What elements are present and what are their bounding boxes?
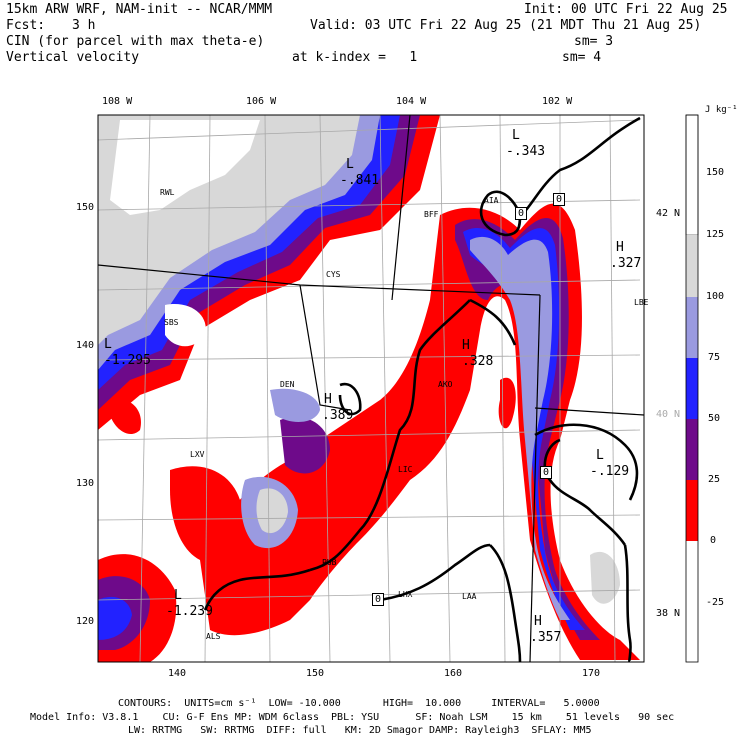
y-tick-130: 130 xyxy=(76,478,95,489)
station-label: SBS xyxy=(164,318,179,327)
state-lines xyxy=(98,115,644,662)
top-tick-106w: 106 W xyxy=(246,96,277,107)
footer-contours: CONTOURS: UNITS=cm s⁻¹ LOW= -10.000 HIGH… xyxy=(118,698,600,709)
right-tick-38n: 38 N xyxy=(656,608,681,619)
colorbar-neg25: -25 xyxy=(706,597,725,608)
top-tick-102w: 102 W xyxy=(542,96,573,107)
contour-label-zero: 0 xyxy=(515,207,528,220)
contour-label-zero: 0 xyxy=(553,193,566,206)
header-fcst-label: Fcst: xyxy=(6,18,46,33)
hl-value: -.129 xyxy=(590,464,630,479)
footer-model-info: Model Info: V3.8.1 CU: G-F Ens MP: WDM 6… xyxy=(30,712,675,723)
colorbar-50: 50 xyxy=(708,413,721,424)
top-tick-108w: 108 W xyxy=(102,96,133,107)
y-tick-140: 140 xyxy=(76,340,95,351)
colorbar-125: 125 xyxy=(706,229,725,240)
hl-letter: L xyxy=(512,128,520,143)
hl-value: -1.239 xyxy=(166,604,213,619)
station-label: LIC xyxy=(398,465,413,474)
station-label: LBE xyxy=(634,298,649,307)
hl-letter: H xyxy=(616,240,624,255)
hl-value: -.841 xyxy=(340,173,380,188)
station-label: ALS xyxy=(206,632,221,641)
colorbar-75: 75 xyxy=(708,352,721,363)
x-tick-170: 170 xyxy=(582,668,601,679)
hl-letter: H xyxy=(462,338,470,353)
hl-letter: L xyxy=(596,448,604,463)
station-label: AKO xyxy=(438,380,453,389)
header-field2: Vertical velocity xyxy=(6,50,140,65)
header-init: Init: 00 UTC Fri 22 Aug 25 xyxy=(524,2,728,17)
station-label: RWL xyxy=(160,188,175,197)
station-label: AIA xyxy=(484,196,499,205)
station-label: PUB xyxy=(322,558,337,567)
hl-value: .389 xyxy=(322,408,354,423)
header-sm1: sm= 3 xyxy=(574,34,614,49)
vv-contours xyxy=(203,116,641,662)
header-field1: CIN (for parcel with max theta-e) xyxy=(6,34,265,49)
hl-value: -.343 xyxy=(506,144,546,159)
station-label: CYS xyxy=(326,270,341,279)
colorbar-150: 150 xyxy=(706,167,725,178)
colorbar-unit: J kg⁻¹ xyxy=(705,105,738,115)
station-label: LXV xyxy=(190,450,205,459)
colorbar-100: 100 xyxy=(706,291,725,302)
hl-value: -1.295 xyxy=(104,353,151,368)
x-tick-160: 160 xyxy=(444,668,463,679)
header-model: 15km ARW WRF, NAM-init -- NCAR/MMM xyxy=(6,2,273,17)
station-label: BFF xyxy=(424,210,439,219)
hl-letter: L xyxy=(174,588,182,603)
hl-value: .328 xyxy=(462,354,494,369)
cin-fill-125-plus xyxy=(110,120,306,376)
colorbar-25: 25 xyxy=(708,474,721,485)
hl-letter: L xyxy=(104,337,112,352)
header-valid: Valid: 03 UTC Fri 22 Aug 25 (21 MDT Thu … xyxy=(310,18,702,33)
station-label: LAA xyxy=(462,592,477,601)
header-fcst-value: 3 h xyxy=(72,18,96,33)
hl-value: .327 xyxy=(610,256,642,271)
plot-frame xyxy=(97,114,645,663)
station-label: DEN xyxy=(280,380,295,389)
x-tick-150: 150 xyxy=(306,668,325,679)
colorbar-0: 0 xyxy=(710,535,717,546)
hl-letter: H xyxy=(324,392,332,407)
y-tick-150: 150 xyxy=(76,202,95,213)
right-tick-40n: 40 N xyxy=(656,409,681,420)
hl-value: .357 xyxy=(530,630,562,645)
y-tick-120: 120 xyxy=(76,616,95,627)
header-kindex: at k-index = 1 xyxy=(292,50,418,65)
contour-label-zero: 0 xyxy=(540,466,553,479)
right-tick-42n: 42 N xyxy=(656,208,681,219)
contour-label-zero: 0 xyxy=(372,593,385,606)
hl-letter: L xyxy=(346,157,354,172)
footer-physics: LW: RRTMG SW: RRTMG DIFF: full KM: 2D Sm… xyxy=(128,725,592,736)
top-tick-104w: 104 W xyxy=(396,96,427,107)
colorbar xyxy=(685,114,699,663)
x-tick-140: 140 xyxy=(168,668,187,679)
station-label: LHX xyxy=(398,590,413,599)
hl-letter: H xyxy=(534,614,542,629)
header-sm2: sm= 4 xyxy=(562,50,602,65)
